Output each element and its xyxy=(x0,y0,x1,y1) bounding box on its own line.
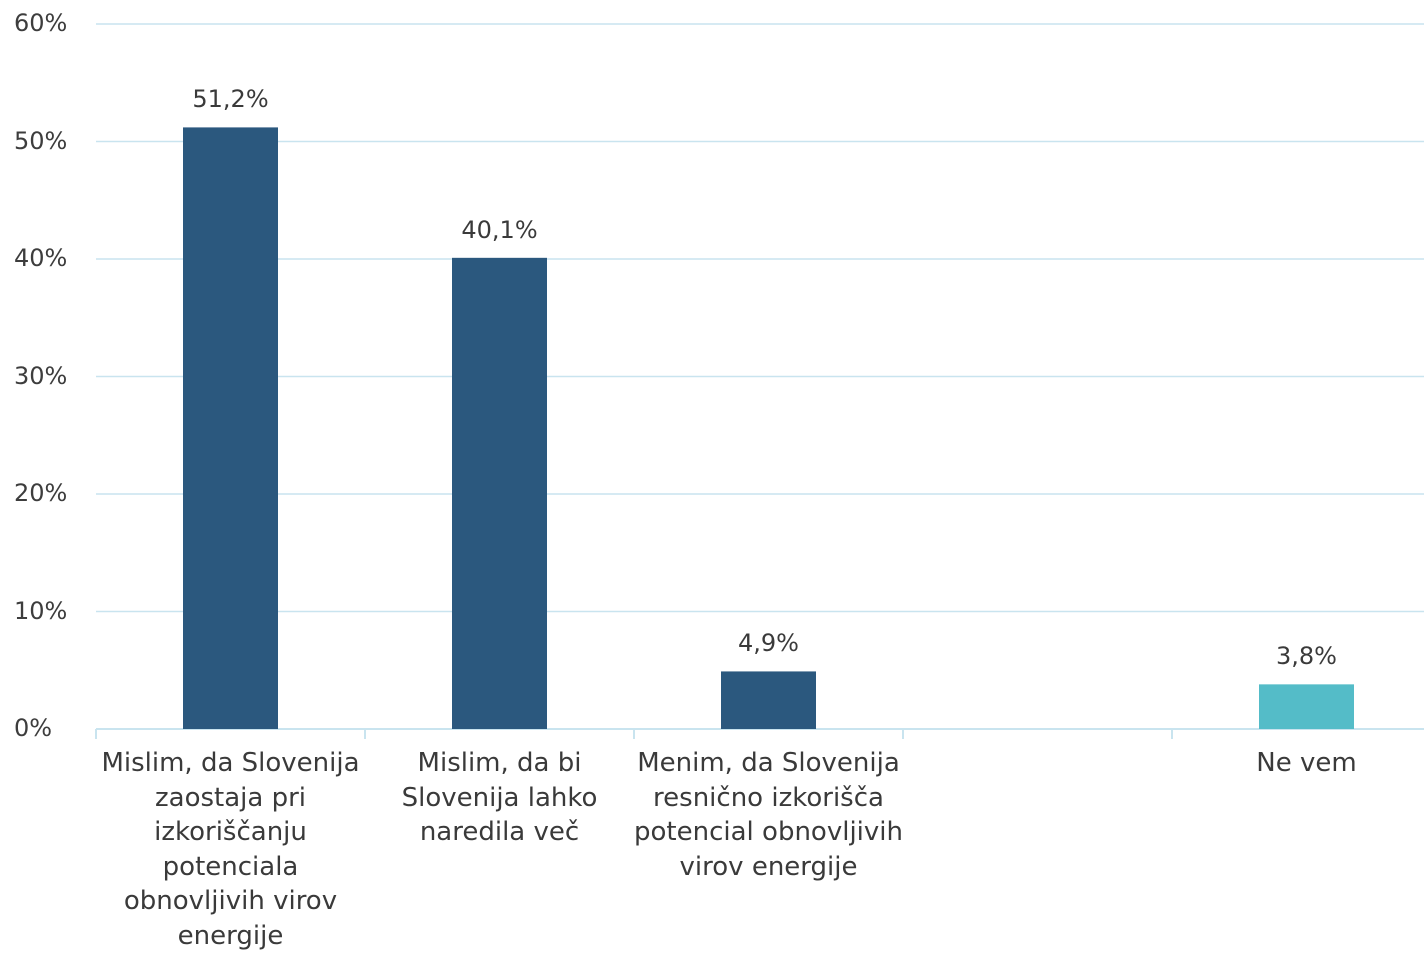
x-category-label: Ne vem xyxy=(1256,748,1357,778)
x-category-label: Mislim, da bi Slovenija lahko naredila v… xyxy=(401,748,598,847)
y-tick-label: 10% xyxy=(14,596,68,625)
x-category-label: Mislim, da Slovenija zaostaja pri izkori… xyxy=(101,748,360,951)
data-label: 3,8% xyxy=(1276,642,1337,671)
bar xyxy=(452,257,547,729)
y-tick-label: 0% xyxy=(14,714,53,742)
y-tick-label: 40% xyxy=(14,244,68,272)
data-label: 40,1% xyxy=(461,215,538,244)
data-label: 4,9% xyxy=(738,629,799,658)
bar xyxy=(183,127,278,729)
y-tick-label: 50% xyxy=(14,126,68,155)
bar xyxy=(1259,684,1354,729)
y-tick-label: 30% xyxy=(14,361,68,390)
y-tick-label: 60% xyxy=(14,9,68,37)
data-label: 51,2% xyxy=(192,85,269,114)
bar xyxy=(721,671,816,729)
y-tick-label: 20% xyxy=(14,479,68,507)
x-category-label: Menim, da Slovenija resnično izkorišča p… xyxy=(634,748,903,882)
